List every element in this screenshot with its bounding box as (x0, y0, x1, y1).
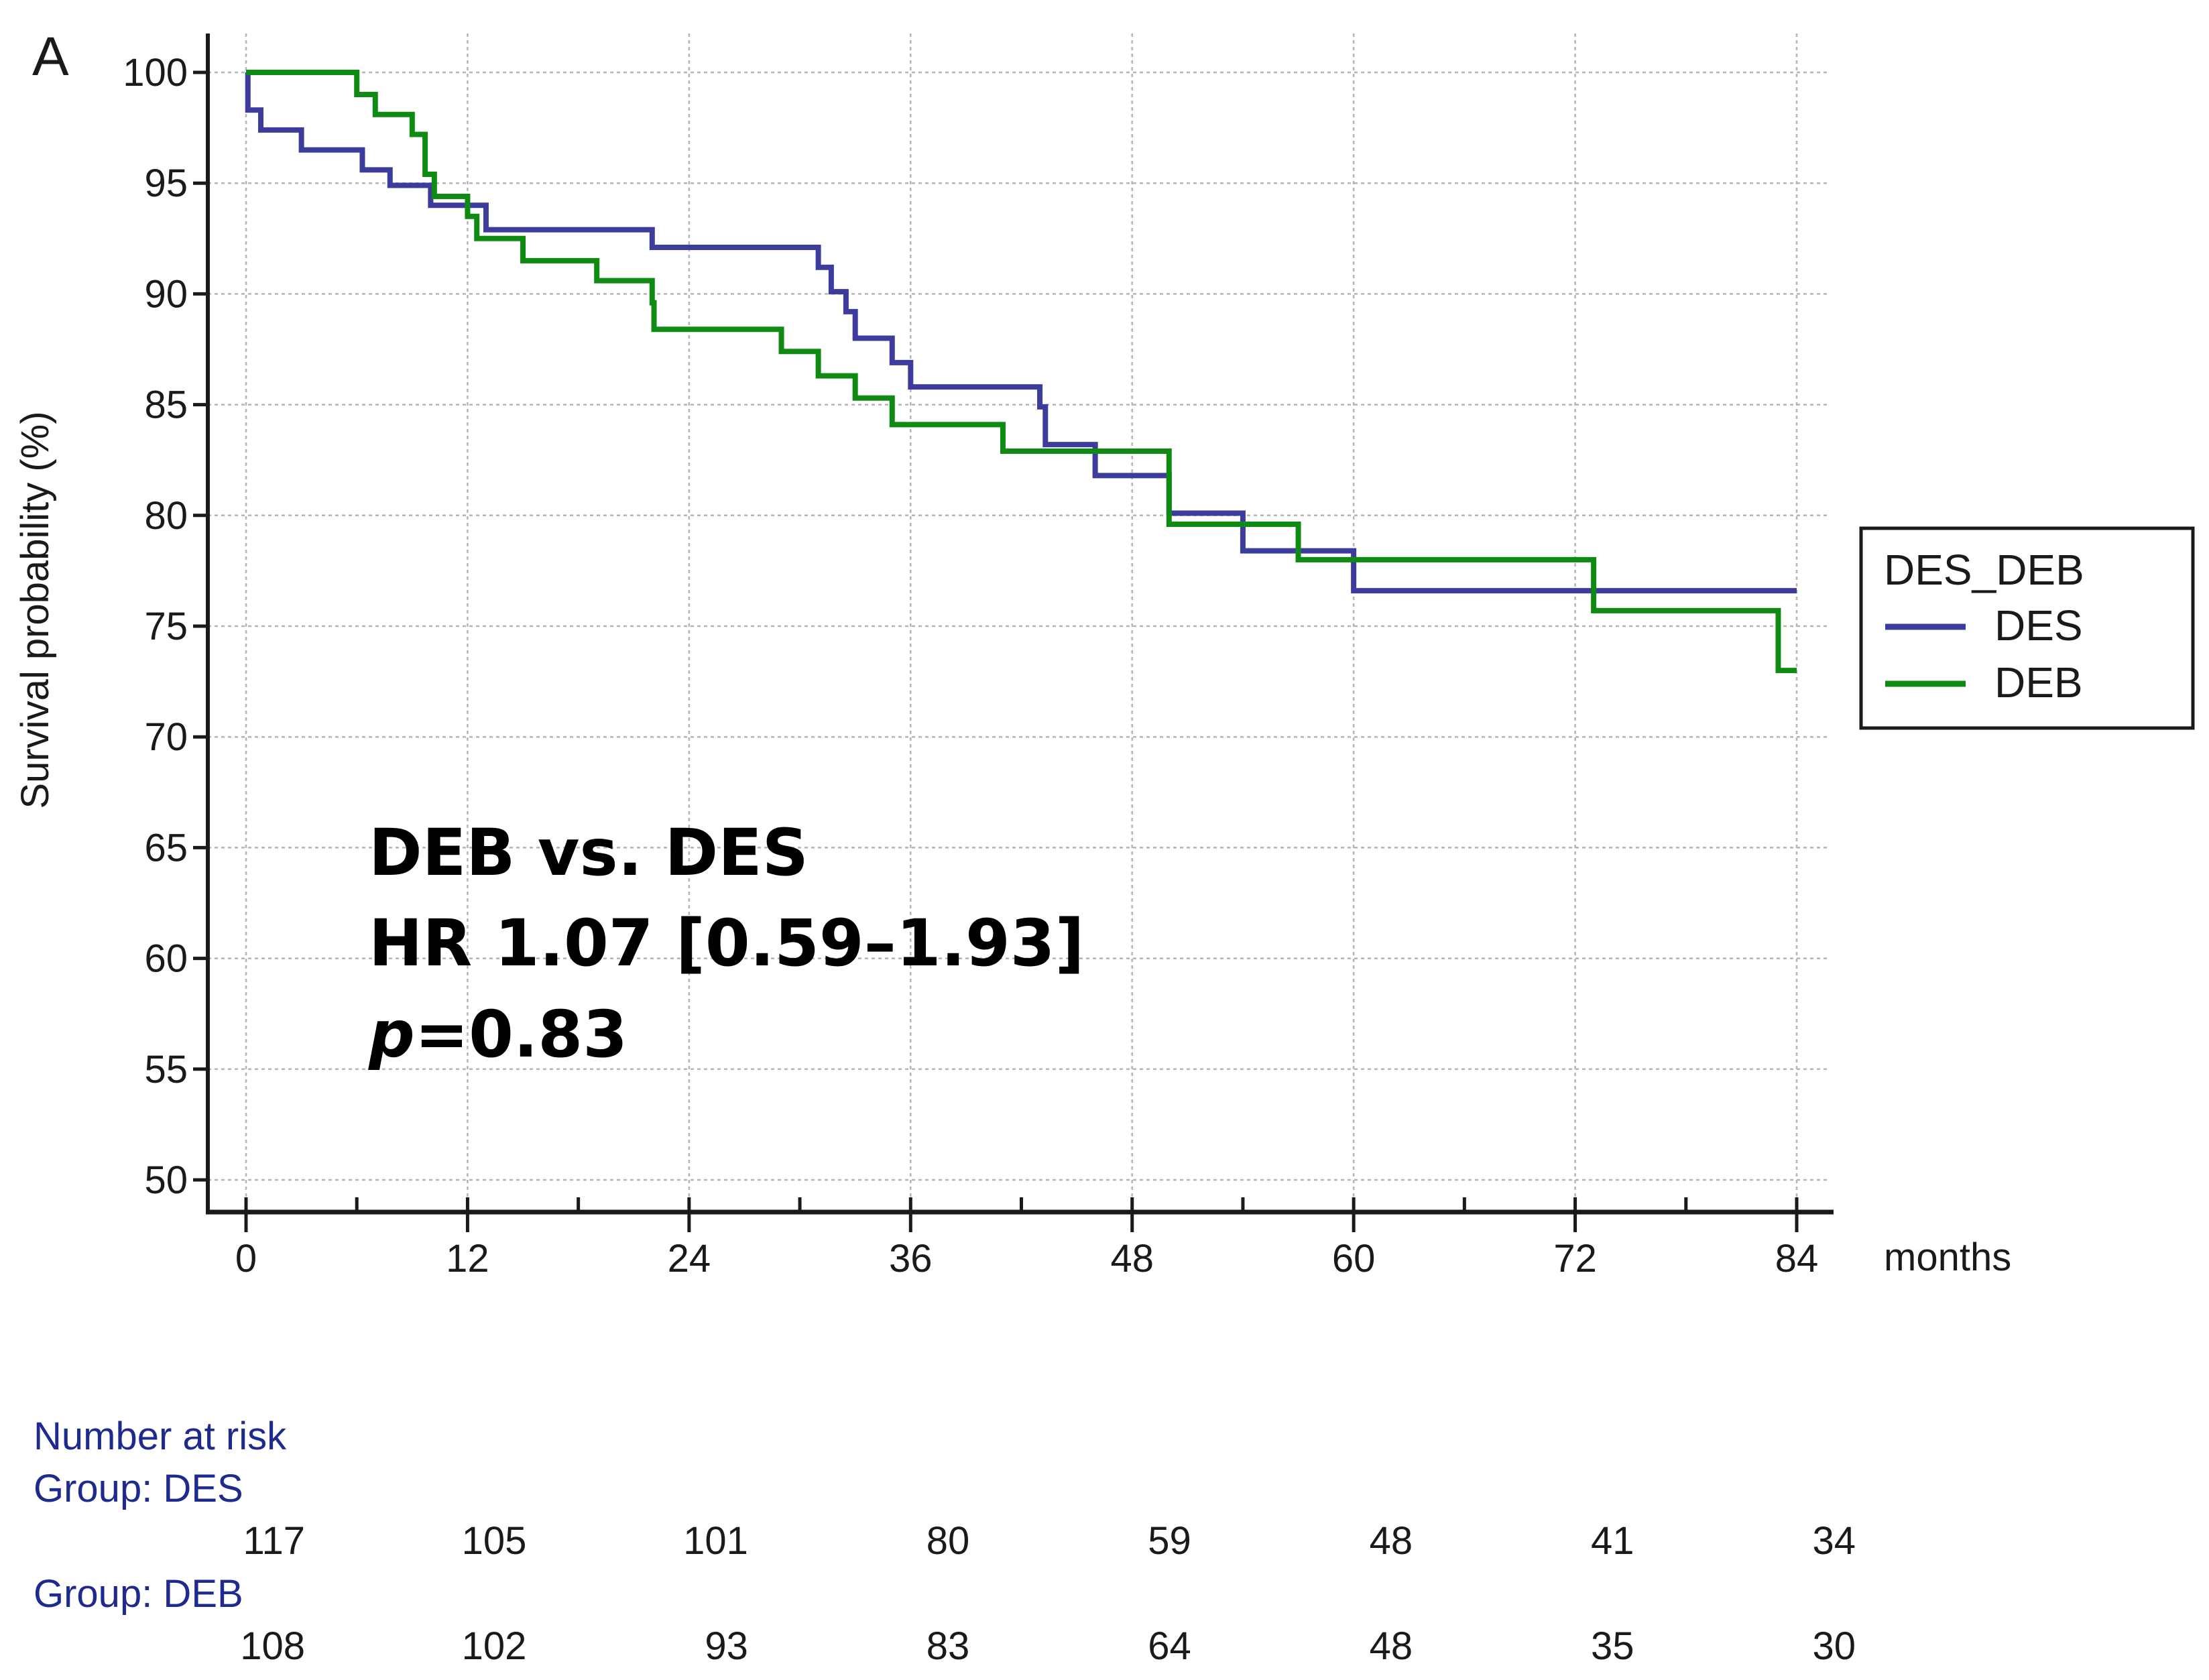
risk-value: 64 (1148, 1624, 1191, 1668)
x-tick-label-0: 0 (235, 1237, 257, 1280)
x-tick-label-84: 84 (1775, 1237, 1819, 1280)
y-tick-label-65: 65 (144, 826, 188, 869)
x-axis-label: months (1884, 1236, 2011, 1279)
risk-group-deb-label: Group: DEB (34, 1572, 243, 1616)
y-tick-label-75: 75 (144, 605, 188, 648)
risk-value: 41 (1591, 1519, 1634, 1563)
x-tick-label-12: 12 (446, 1237, 489, 1280)
legend-entry-des: DES (1994, 601, 2083, 650)
risk-value: 80 (927, 1519, 970, 1563)
gridlines (208, 34, 1827, 1212)
y-tick-label-95: 95 (144, 162, 188, 205)
annotation-hr: HR 1.07 [0.59–1.93] (369, 906, 1084, 981)
risk-value: 48 (1370, 1519, 1413, 1563)
risk-value: 35 (1591, 1624, 1634, 1668)
survival-curves (245, 70, 1797, 674)
risk-value: 108 (240, 1624, 305, 1668)
x-tick-label-72: 72 (1553, 1237, 1597, 1280)
y-tick-label-80: 80 (144, 494, 188, 538)
risk-value: 105 (462, 1519, 527, 1563)
risk-value: 93 (705, 1624, 748, 1668)
x-tick-label-60: 60 (1332, 1237, 1376, 1280)
risk-value: 30 (1812, 1624, 1856, 1668)
risk-value: 83 (927, 1624, 970, 1668)
axes: 50 55 60 65 70 75 80 85 90 95 100 0 12 24 36 48 60 72 84 (123, 34, 1834, 1280)
risk-value: 34 (1812, 1519, 1856, 1563)
risk-group-des-label: Group: DES (34, 1467, 243, 1510)
annotation-p-value: p=0.83 (368, 997, 628, 1072)
y-tick-label-70: 70 (144, 715, 188, 759)
risk-value: 117 (243, 1519, 305, 1563)
y-tick-label-85: 85 (144, 383, 188, 427)
annotation-p-number: =0.83 (415, 997, 628, 1072)
legend-title: DES_DEB (1884, 546, 2084, 594)
risk-table-title: Number at risk (34, 1415, 287, 1458)
risk-values-deb: 108 102 93 83 64 48 35 30 (240, 1624, 1856, 1668)
y-tick-label-100: 100 (123, 51, 188, 95)
panel-label: A (32, 26, 69, 87)
annotation-title: DEB vs. DES (369, 815, 809, 890)
y-tick-label-60: 60 (144, 937, 188, 981)
y-axis-label: Survival probability (%) (13, 411, 57, 808)
annotation-p-symbol: p (368, 997, 415, 1072)
x-tick-label-48: 48 (1110, 1237, 1154, 1280)
number-at-risk-table: Number at risk Group: DES Group: DEB 117… (34, 1415, 1856, 1668)
survival-curve-deb (246, 70, 1797, 674)
legend: DES_DEB DES DEB (1859, 526, 2195, 730)
risk-value: 101 (683, 1519, 748, 1563)
risk-value: 48 (1370, 1624, 1413, 1668)
x-tick-label-24: 24 (668, 1237, 711, 1280)
survival-curve-des (245, 70, 1797, 594)
y-tick-label-55: 55 (144, 1048, 188, 1091)
legend-entry-deb: DEB (1994, 658, 2083, 707)
y-tick-label-50: 50 (144, 1158, 188, 1202)
x-tick-label-36: 36 (889, 1237, 933, 1280)
risk-value: 59 (1148, 1519, 1191, 1563)
risk-value: 102 (462, 1624, 527, 1668)
risk-values-des: 117 105 101 80 59 48 41 34 (243, 1519, 1856, 1563)
y-tick-label-90: 90 (144, 272, 188, 316)
